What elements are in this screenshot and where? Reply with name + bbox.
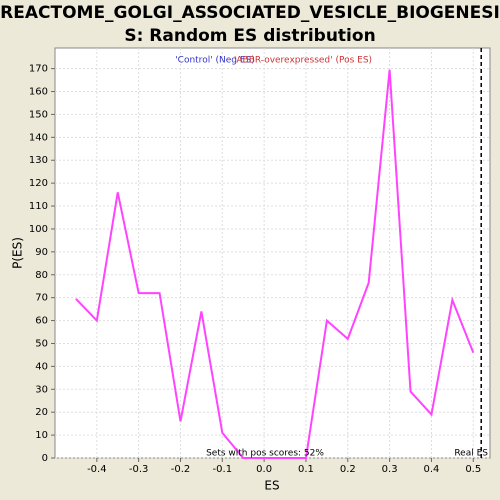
- x-tick-label: 0.5: [465, 464, 481, 475]
- x-tick-label: -0.3: [129, 464, 149, 475]
- y-axis-label: P(ES): [11, 237, 25, 269]
- y-tick-label: 160: [29, 87, 48, 98]
- chart-title: S: Random ES distribution: [124, 26, 375, 46]
- y-tick-label: 140: [29, 132, 48, 143]
- series-line: [75, 69, 475, 459]
- y-tick-label: 0: [42, 453, 48, 464]
- legend-entry: 'Control' (Neg ES): [175, 56, 255, 66]
- x-tick-label: 0.3: [382, 464, 398, 475]
- y-tick-label: 170: [29, 64, 48, 75]
- chart-title: REACTOME_GOLGI_ASSOCIATED_VESICLE_BIOGEN…: [0, 3, 500, 23]
- y-tick-label: 120: [29, 178, 48, 189]
- y-tick-label: 80: [35, 270, 48, 281]
- x-tick-label: -0.1: [213, 464, 233, 475]
- x-tick-label: -0.4: [87, 464, 107, 475]
- annotation: Sets with pos scores: 52%: [206, 449, 324, 459]
- y-tick-label: 10: [35, 430, 48, 441]
- plot-area: [54, 47, 491, 459]
- x-tick-label: 0.0: [256, 464, 272, 475]
- y-tick-label: 50: [35, 338, 48, 349]
- y-tick-label: 60: [35, 316, 48, 327]
- real-es-label: Real ES: [454, 449, 488, 459]
- y-tick-label: 100: [29, 224, 48, 235]
- y-tick-label: 110: [29, 201, 48, 212]
- y-tick-label: 70: [35, 293, 48, 304]
- x-tick-label: -0.2: [171, 464, 191, 475]
- y-tick-label: 150: [29, 109, 48, 120]
- x-axis-label: ES: [264, 479, 279, 493]
- y-tick-label: 130: [29, 155, 48, 166]
- y-tick-label: 40: [35, 361, 48, 372]
- x-tick-label: 0.4: [423, 464, 439, 475]
- y-tick-label: 30: [35, 384, 48, 395]
- y-tick-label: 90: [35, 247, 48, 258]
- x-tick-label: 0.1: [298, 464, 314, 475]
- legend-entry: 'ABBR-overexpressed' (Pos ES): [234, 56, 372, 66]
- y-tick-label: 20: [35, 407, 48, 418]
- x-tick-label: 0.2: [340, 464, 356, 475]
